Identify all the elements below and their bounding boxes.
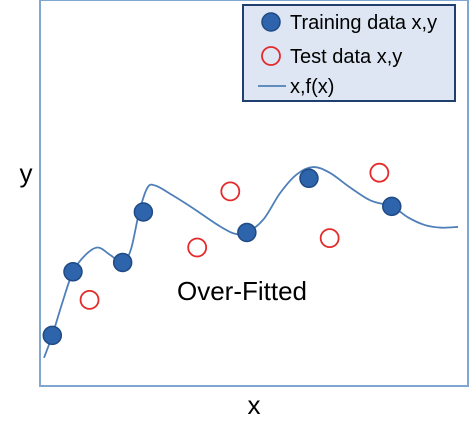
legend-training-marker [261,12,281,32]
test-data-point [319,228,340,249]
legend-items: Training data x,y Test data x,y x,f(x) [258,12,437,98]
y-axis-label: y [20,158,33,188]
training-data-point [299,168,319,189]
test-data-point [220,181,241,202]
test-data-point [79,289,100,310]
test-data-point [187,237,208,258]
curve-layer [43,166,459,359]
fitted-curve-line [43,166,459,359]
legend-label: x,f(x) [290,76,334,98]
annotation-text: Over-Fitted [177,276,307,306]
legend: Training data x,y Test data x,y x,f(x) [242,4,456,102]
legend-label: Training data x,y [290,12,437,34]
legend-label: Test data x,y [290,46,402,68]
training-data-point [112,252,133,273]
points-layer [42,162,402,346]
training-data-point [237,222,257,243]
training-data-point [42,325,63,346]
legend-test-marker [261,46,281,66]
training-data-point [63,262,83,282]
training-data-point [382,196,402,217]
training-data-point [133,202,154,222]
x-axis-label: x [248,390,261,420]
test-data-point [369,162,390,183]
